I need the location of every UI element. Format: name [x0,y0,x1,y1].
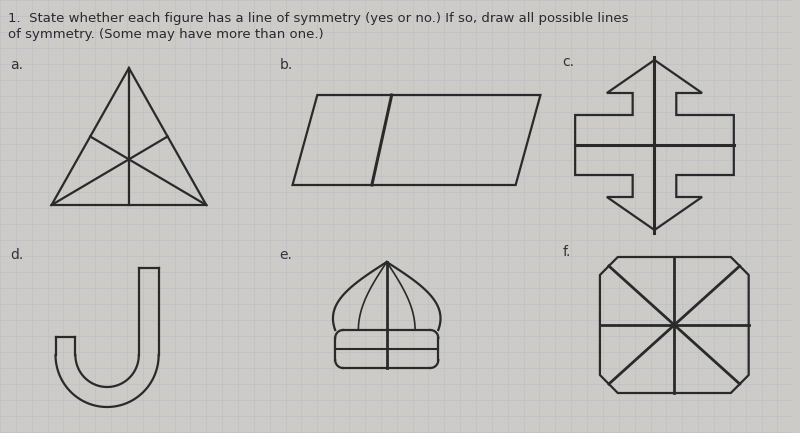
Text: f.: f. [562,245,570,259]
Text: of symmetry. (Some may have more than one.): of symmetry. (Some may have more than on… [8,28,323,41]
Text: c.: c. [562,55,574,69]
Text: b.: b. [280,58,293,72]
Text: 1.  State whether each figure has a line of symmetry (yes or no.) If so, draw al: 1. State whether each figure has a line … [8,12,629,25]
Text: e.: e. [280,248,293,262]
Text: d.: d. [10,248,23,262]
Text: a.: a. [10,58,23,72]
